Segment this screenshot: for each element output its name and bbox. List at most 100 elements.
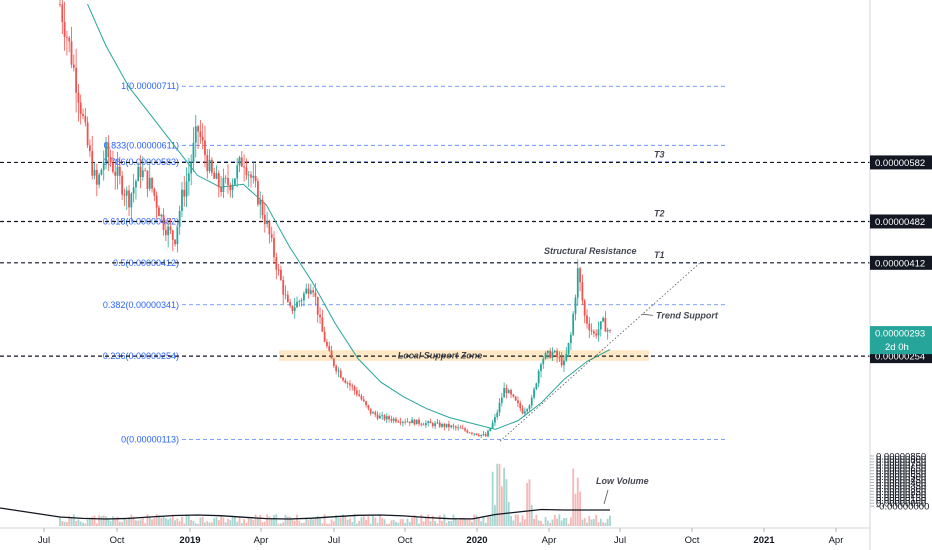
candle-body — [576, 268, 579, 298]
candle-body — [563, 360, 565, 366]
volume-bar — [135, 520, 137, 526]
volume-bar — [344, 516, 347, 526]
volume-bar — [583, 517, 586, 526]
volume-bar — [98, 515, 101, 526]
candle-body — [381, 415, 384, 417]
candle-body — [464, 428, 466, 431]
volume-bar — [355, 523, 358, 526]
candle-body — [429, 421, 432, 424]
candle-body — [59, 4, 61, 5]
volume-bar — [293, 520, 296, 526]
candle-body — [141, 170, 144, 177]
volume-bar — [206, 521, 209, 526]
candle-body — [291, 305, 294, 311]
candle-body — [378, 415, 381, 419]
volume-bar — [503, 467, 506, 526]
candle-body — [339, 370, 342, 378]
volume-bar — [307, 519, 310, 526]
low-volume-annotation: Low Volume — [596, 476, 649, 486]
volume-bar — [61, 521, 64, 526]
candle-body — [344, 380, 347, 383]
volume-bar — [82, 522, 84, 526]
candle-body — [259, 199, 262, 205]
candle-body — [392, 418, 395, 421]
candle-body — [360, 396, 363, 400]
candle-body — [130, 193, 133, 208]
candle-body — [224, 177, 227, 179]
candle-body — [162, 214, 165, 230]
volume-bar — [220, 515, 222, 526]
volume-bar — [335, 515, 338, 526]
volume-bar — [194, 523, 197, 526]
volume-bar — [321, 523, 324, 526]
price-tag-label: 0.00000482 — [875, 217, 925, 228]
y-tick-label: 0.00000050 — [876, 499, 926, 510]
volume-bar — [141, 518, 144, 526]
candle-body — [146, 170, 149, 189]
candle-body — [95, 169, 98, 185]
candle-body — [309, 290, 312, 294]
volume-bar — [553, 514, 556, 526]
price-tag-label: 0.00000582 — [875, 158, 925, 169]
candle-body — [411, 419, 413, 424]
candle-body — [530, 397, 533, 406]
price-tags: 0.00000582 0.00000482 0.00000412 0.00000254… — [870, 155, 932, 364]
volume-bar — [514, 514, 517, 526]
volume-bar — [365, 519, 367, 526]
volume-bar — [542, 523, 545, 526]
candle-body — [326, 341, 328, 347]
volume-bar — [139, 519, 142, 526]
time-axis[interactable]: Jul Oct 2019 Apr Jul Oct 2020 Apr Jul Oct 2021 Apr — [38, 528, 843, 546]
volume-bar — [84, 523, 87, 526]
volume-bar — [289, 516, 292, 526]
volume-bar — [468, 518, 471, 526]
volume-bar — [569, 517, 572, 526]
candle-body — [342, 377, 344, 381]
volume-bar — [326, 523, 328, 526]
candle-body — [480, 434, 483, 436]
candle-body — [284, 294, 287, 296]
volume-bar — [224, 522, 227, 526]
volume-bar — [576, 477, 579, 526]
volume-bar — [75, 521, 78, 526]
volume-bar — [464, 518, 466, 526]
volume-bar — [158, 515, 160, 526]
volume-bar — [586, 522, 588, 526]
candle-body — [139, 166, 142, 177]
volume-bar — [452, 514, 455, 526]
volume-bar — [381, 517, 384, 526]
volume-bar — [286, 516, 289, 526]
volume-bar — [303, 522, 305, 526]
candle-body — [517, 400, 519, 404]
trend-support-line — [499, 262, 701, 442]
volume-bar — [151, 519, 153, 526]
candle-body — [399, 421, 402, 423]
candle-body — [123, 194, 126, 196]
candle-body — [75, 67, 78, 93]
candle-body — [489, 428, 492, 431]
volume-bar — [358, 520, 361, 526]
price-axis[interactable]: 0.000008500.000008000.000007500.00000700… — [870, 451, 929, 513]
volume-bar — [227, 518, 229, 526]
volume-bar — [457, 520, 460, 526]
volume-bar — [116, 516, 119, 526]
volume-bar — [236, 521, 239, 526]
volume-bar — [558, 514, 561, 526]
candle-body — [277, 269, 280, 271]
volume-bar — [77, 519, 80, 526]
candle-body — [540, 364, 542, 372]
volume-bar — [123, 518, 126, 526]
fib-label: 0(0.00000113) — [121, 434, 179, 444]
volume-bar — [431, 515, 434, 526]
y-tick-label: 0.00000250 — [876, 487, 926, 498]
volume-bar — [406, 518, 409, 526]
candle-body — [79, 102, 82, 114]
fib-label: 1(0.00000711) — [121, 81, 179, 91]
current-price-tag — [870, 326, 932, 355]
candle-body — [537, 371, 540, 384]
volume-bar — [434, 520, 437, 526]
fib-label: 0.382(0.00000341) — [103, 300, 179, 310]
volume-bar — [535, 514, 538, 526]
volume-bar — [233, 515, 236, 526]
